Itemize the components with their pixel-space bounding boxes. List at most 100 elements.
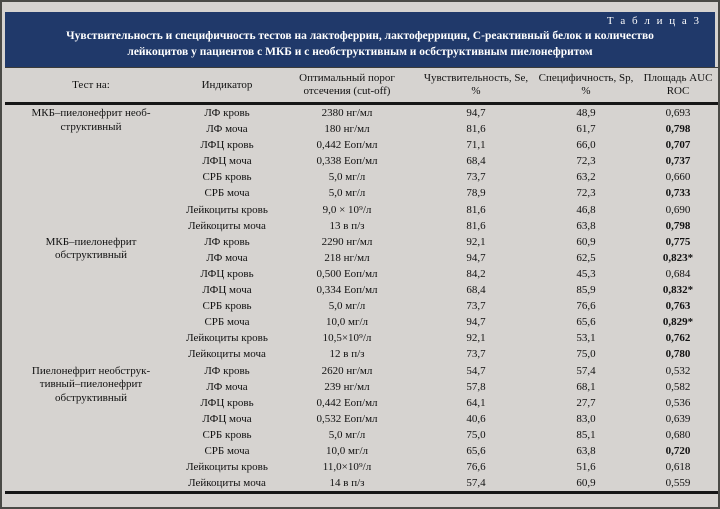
cell-sensitivity: 73,7 bbox=[466, 348, 486, 361]
cell-auc: 0,660 bbox=[665, 171, 691, 184]
cell-indicator: СРБ моча bbox=[204, 187, 250, 200]
table-row: Пиелонефрит необструк-тивный–пиелонефрит… bbox=[5, 363, 718, 404]
cell-cutoff: 180 нг/мл bbox=[324, 123, 370, 136]
cell-sensitivity: 65,6 bbox=[466, 444, 486, 457]
cell-specificity: 72,3 bbox=[576, 155, 596, 168]
cell-indicator: ЛФ кровь bbox=[204, 107, 250, 119]
cell-cutoff: 11,0×10⁹/л bbox=[322, 461, 372, 474]
cell-auc: 0,737 bbox=[665, 155, 691, 168]
cell-specificity: 60,9 bbox=[576, 235, 596, 248]
cell-cutoff: 14 в п/з bbox=[329, 477, 365, 490]
cell-indicator: ЛФ кровь bbox=[204, 364, 250, 377]
cell-sensitivity: 54,7 bbox=[466, 364, 486, 377]
cell-sensitivity: 64,1 bbox=[466, 396, 486, 409]
cell-specificity: 65,6 bbox=[576, 316, 596, 329]
table-row: ЛФЦ кровь 0,442 Еоп/мл 64,1 27,7 0,536 bbox=[5, 395, 718, 411]
cell-sensitivity: 40,6 bbox=[466, 412, 486, 425]
cell-indicator: Лейкоциты моча bbox=[188, 219, 266, 232]
cell-specificity: 48,9 bbox=[576, 107, 596, 119]
cell-auc: 0,536 bbox=[665, 396, 691, 409]
cell-specificity: 46,8 bbox=[576, 203, 596, 216]
cell-cutoff: 5,0 мг/л bbox=[328, 428, 366, 441]
cell-cutoff: 5,0 мг/л bbox=[328, 171, 366, 184]
cell-auc: 0,680 bbox=[665, 428, 691, 441]
cell-indicator: Лейкоциты кровь bbox=[186, 461, 268, 474]
cell-indicator: ЛФ кровь bbox=[204, 235, 250, 248]
cell-specificity: 72,3 bbox=[576, 187, 596, 200]
cell-auc: 0,532 bbox=[665, 364, 691, 377]
table-row: СРБ кровь 5,0 мг/л 73,7 76,6 0,763 bbox=[5, 298, 718, 314]
table-row: ЛФ моча 218 нг/мл 94,7 62,5 0,823* bbox=[5, 250, 718, 266]
cell-specificity: 51,6 bbox=[576, 461, 596, 474]
cell-specificity: 85,1 bbox=[576, 428, 596, 441]
cell-cutoff: 2290 нг/мл bbox=[321, 235, 373, 248]
cell-sensitivity: 73,7 bbox=[466, 171, 486, 184]
cell-auc: 0,780 bbox=[665, 348, 691, 361]
cell-cutoff: 0,442 Еоп/мл bbox=[316, 139, 378, 152]
cell-sensitivity: 81,6 bbox=[466, 219, 486, 232]
table-row: ЛФЦ кровь 0,442 Еоп/мл 71,1 66,0 0,707 bbox=[5, 137, 718, 153]
cell-specificity: 83,0 bbox=[576, 412, 596, 425]
table-row: Лейкоциты моча 14 в п/з 57,4 60,9 0,559 bbox=[5, 475, 718, 493]
table-row: ЛФЦ моча 0,532 Еоп/мл 40,6 83,0 0,639 bbox=[5, 411, 718, 427]
table-row: МКБ–пиелонефрит необ-структивный ЛФ кровь… bbox=[5, 104, 718, 133]
cell-specificity: 61,7 bbox=[576, 123, 596, 136]
cell-indicator: ЛФЦ кровь bbox=[200, 139, 254, 152]
cell-auc: 0,763 bbox=[665, 300, 691, 313]
cell-cutoff: 0,532 Еоп/мл bbox=[316, 412, 378, 425]
cell-cutoff: 218 нг/мл bbox=[324, 251, 370, 264]
table-row: ЛФЦ моча 0,334 Еоп/мл 68,4 85,9 0,832* bbox=[5, 282, 718, 298]
table-row: ЛФ моча 180 нг/мл 81,6 61,7 0,798 bbox=[5, 121, 718, 137]
cell-auc: 0,690 bbox=[665, 203, 691, 216]
cell-sensitivity: 57,8 bbox=[466, 380, 486, 393]
cell-cutoff: 12 в п/з bbox=[329, 348, 365, 361]
cell-specificity: 85,9 bbox=[576, 284, 596, 297]
cell-indicator: СРБ кровь bbox=[202, 171, 252, 184]
cell-auc: 0,762 bbox=[665, 332, 691, 345]
cell-indicator: ЛФЦ моча bbox=[202, 284, 252, 297]
table-row: ЛФЦ кровь 0,500 Еоп/мл 84,2 45,3 0,684 bbox=[5, 266, 718, 282]
table-row: Лейкоциты моча 12 в п/з 73,7 75,0 0,780 bbox=[5, 346, 718, 362]
cell-indicator: Лейкоциты моча bbox=[188, 348, 266, 361]
cell-specificity: 53,1 bbox=[576, 332, 596, 345]
cell-specificity: 63,2 bbox=[576, 171, 596, 184]
table-row: Лейкоциты кровь 9,0 × 10⁹/л 81,6 46,8 0,690 bbox=[5, 202, 718, 218]
cell-cutoff: 0,334 Еоп/мл bbox=[316, 284, 378, 297]
cell-specificity: 45,3 bbox=[576, 267, 596, 280]
cell-auc: 0,832* bbox=[662, 284, 694, 297]
cell-specificity: 66,0 bbox=[576, 139, 596, 152]
cell-indicator: ЛФ моча bbox=[206, 380, 248, 393]
cell-auc: 0,618 bbox=[665, 461, 691, 474]
cell-auc: 0,639 bbox=[665, 412, 691, 425]
column-header-2: Индикатор bbox=[177, 67, 277, 105]
column-header-5: Специфичность, Sp, % bbox=[535, 67, 637, 105]
table-row: Лейкоциты кровь 10,5×10⁹/л 92,1 53,1 0,762 bbox=[5, 330, 718, 346]
cell-auc: 0,798 bbox=[665, 219, 691, 232]
cell-cutoff: 2620 нг/мл bbox=[321, 364, 373, 377]
cell-auc: 0,559 bbox=[665, 477, 691, 490]
cell-auc: 0,823* bbox=[662, 251, 694, 264]
table-row: СРБ моча 10,0 мг/л 65,6 63,8 0,720 bbox=[5, 443, 718, 459]
cell-cutoff: 0,500 Еоп/мл bbox=[316, 267, 378, 280]
cell-specificity: 76,6 bbox=[576, 300, 596, 313]
cell-specificity: 62,5 bbox=[576, 251, 596, 264]
cell-sensitivity: 94,7 bbox=[466, 107, 486, 119]
cell-indicator: ЛФЦ кровь bbox=[200, 267, 254, 280]
cell-sensitivity: 78,9 bbox=[466, 187, 486, 200]
cell-sensitivity: 73,7 bbox=[466, 300, 486, 313]
table-title-line-1: Чувствительность и специфичность тестов … bbox=[66, 30, 654, 42]
column-header-1: Тест на: bbox=[5, 67, 177, 105]
cell-indicator: ЛФЦ кровь bbox=[200, 396, 254, 409]
cell-specificity: 57,4 bbox=[576, 364, 596, 377]
cell-cutoff: 0,338 Еоп/мл bbox=[316, 155, 378, 168]
cell-indicator: Лейкоциты кровь bbox=[186, 332, 268, 345]
table-row: СРБ кровь 5,0 мг/л 75,0 85,1 0,680 bbox=[5, 427, 718, 443]
cell-sensitivity: 68,4 bbox=[466, 284, 486, 297]
cell-cutoff: 13 в п/з bbox=[329, 219, 365, 232]
group-label-1: МКБ–пиелонефрит необ-структивный bbox=[31, 107, 151, 133]
cell-auc: 0,693 bbox=[665, 107, 691, 119]
cell-sensitivity: 94,7 bbox=[466, 316, 486, 329]
cell-auc: 0,684 bbox=[665, 267, 691, 280]
cell-indicator: ЛФЦ моча bbox=[202, 155, 252, 168]
